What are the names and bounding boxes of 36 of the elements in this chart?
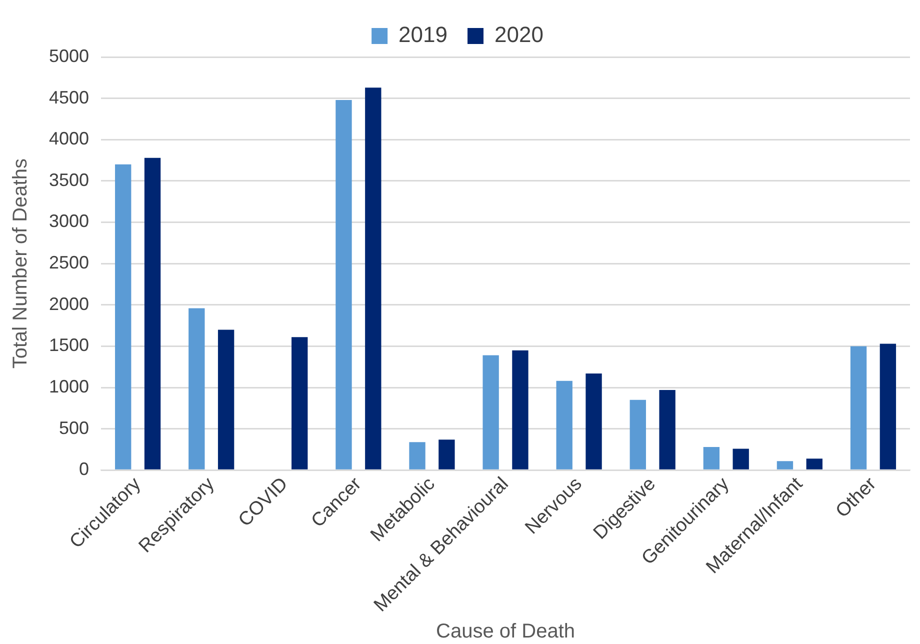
y-tick-label: 4000 <box>48 128 90 149</box>
bar <box>144 158 161 470</box>
y-tick-label: 3500 <box>48 170 90 190</box>
bar <box>556 380 572 470</box>
legend-label: 2020 <box>494 22 544 48</box>
bar <box>336 100 352 470</box>
bar <box>630 400 646 470</box>
y-tick-label: 3000 <box>48 211 90 232</box>
bar <box>806 458 822 470</box>
bar <box>188 308 205 470</box>
bar <box>703 447 720 470</box>
bar <box>732 448 749 470</box>
y-tick-label: 2000 <box>48 294 90 314</box>
bar <box>292 337 308 470</box>
y-tick-label: 500 <box>58 418 90 438</box>
bar <box>880 344 896 470</box>
y-axis-title: Total Number of Deaths <box>10 158 32 369</box>
bar <box>776 461 794 470</box>
x-axis-title: Cause of Death <box>436 620 576 643</box>
y-tick-label: 1000 <box>48 376 90 397</box>
bar <box>659 390 676 470</box>
legend-label: 2019 <box>398 22 448 48</box>
bar <box>115 164 132 470</box>
bar <box>409 442 426 470</box>
bar <box>218 330 234 470</box>
bar <box>438 440 455 470</box>
bar <box>512 350 528 470</box>
y-tick-label: 1500 <box>48 335 90 356</box>
bar <box>482 355 499 470</box>
bar <box>850 346 867 470</box>
y-tick-label: 0 <box>79 459 90 480</box>
y-tick-label: 4500 <box>48 87 90 108</box>
bar <box>365 88 382 470</box>
bar <box>586 373 602 470</box>
y-tick-label: 5000 <box>48 46 90 66</box>
y-tick-label: 2500 <box>48 252 90 273</box>
